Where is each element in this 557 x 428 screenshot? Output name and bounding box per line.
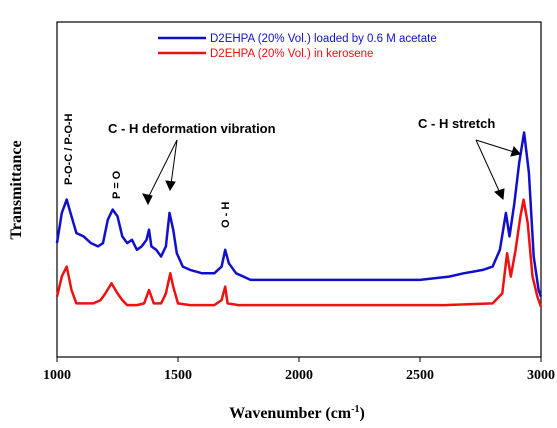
x-tick-label: 1000	[43, 368, 71, 383]
arrow-deformation-1	[147, 139, 178, 199]
arrow-stretch-2	[475, 139, 515, 153]
x-tick-label: 2000	[285, 368, 313, 383]
x-tick-label: 3000	[527, 368, 555, 383]
arrowhead-stretch-1	[494, 188, 505, 201]
arrowhead-deformation-2	[165, 180, 176, 192]
y-axis-title: Transmittance	[8, 140, 25, 239]
x-axis-ticks: 1000 1500 2000 2500 3000	[43, 357, 555, 383]
annotation-arrows	[142, 139, 521, 206]
arrow-deformation-2	[170, 139, 178, 185]
annotation-o-h: O - H	[220, 202, 232, 228]
series-line-kerosene	[55, 198, 543, 308]
annotation-ch-deformation: C - H deformation vibration	[108, 121, 276, 136]
x-tick-label: 2500	[406, 368, 434, 383]
annotation-p-o: P = O	[111, 170, 123, 199]
x-axis-title-close: )	[359, 405, 364, 422]
arrow-stretch-1	[475, 139, 501, 194]
annotation-poc-poh: P-O-C / P-O-H	[63, 113, 75, 185]
x-axis-title-main: Wavenumber (cm	[229, 405, 352, 422]
x-tick-label: 1500	[164, 368, 192, 383]
series-layer	[55, 131, 543, 308]
series-line-loaded-acetate	[55, 131, 543, 298]
arrowhead-stretch-2	[510, 146, 521, 157]
arrowhead-deformation-1	[142, 193, 153, 206]
x-axis-title-sup: -1	[351, 404, 359, 415]
annotation-ch-stretch: C - H stretch	[418, 116, 495, 131]
legend-label-red: D2EHPA (20% Vol.) in kerosene	[210, 48, 373, 60]
legend-label-blue: D2EHPA (20% Vol.) loaded by 0.6 M acetat…	[210, 33, 437, 45]
legend: D2EHPA (20% Vol.) loaded by 0.6 M acetat…	[158, 33, 437, 60]
x-axis-title: Wavenumber (cm-1)	[229, 404, 365, 422]
plot-frame	[56, 21, 542, 358]
